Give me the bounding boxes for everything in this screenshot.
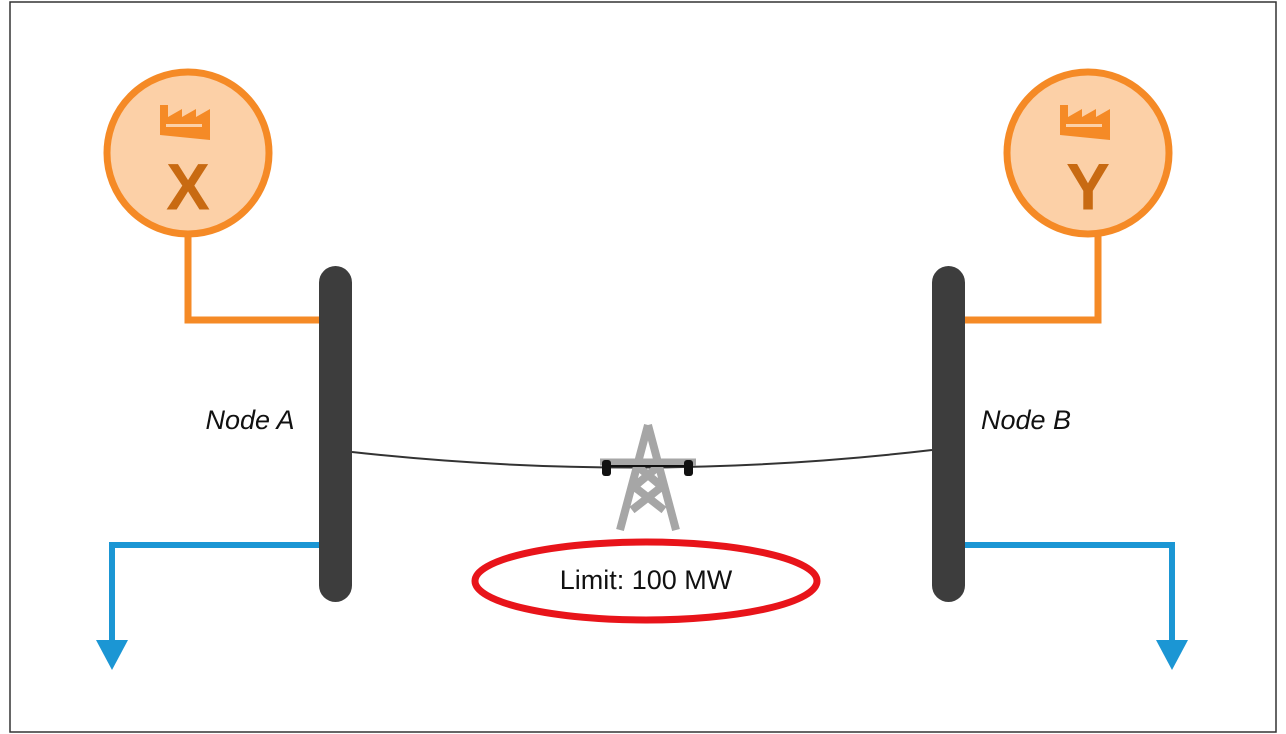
- load-link: [109, 542, 322, 648]
- generator-link: [184, 236, 322, 324]
- bus: [319, 266, 352, 602]
- generator-link: [962, 236, 1102, 324]
- generator-label: X: [166, 149, 210, 223]
- bus: [932, 266, 965, 602]
- generator: X: [103, 68, 273, 238]
- load-link: [962, 542, 1175, 648]
- insulator: [684, 460, 693, 476]
- load-arrow: [96, 640, 128, 670]
- tower-icon: [600, 423, 696, 532]
- node-label: Node A: [205, 405, 294, 435]
- factory-icon: [1060, 105, 1110, 140]
- load-arrow: [1156, 640, 1188, 670]
- node-label: Node B: [981, 405, 1071, 435]
- generator-circle: [103, 68, 273, 238]
- generator-circle: [1003, 68, 1173, 238]
- factory-icon-stripe: [166, 124, 202, 127]
- factory-icon: [160, 105, 210, 140]
- generator: Y: [1003, 68, 1173, 238]
- factory-icon-stripe: [1066, 124, 1102, 127]
- limit-label: Limit: 100 MW: [560, 565, 733, 595]
- limit-highlight: [471, 538, 821, 624]
- generator-label: Y: [1066, 149, 1110, 223]
- insulator: [602, 460, 611, 476]
